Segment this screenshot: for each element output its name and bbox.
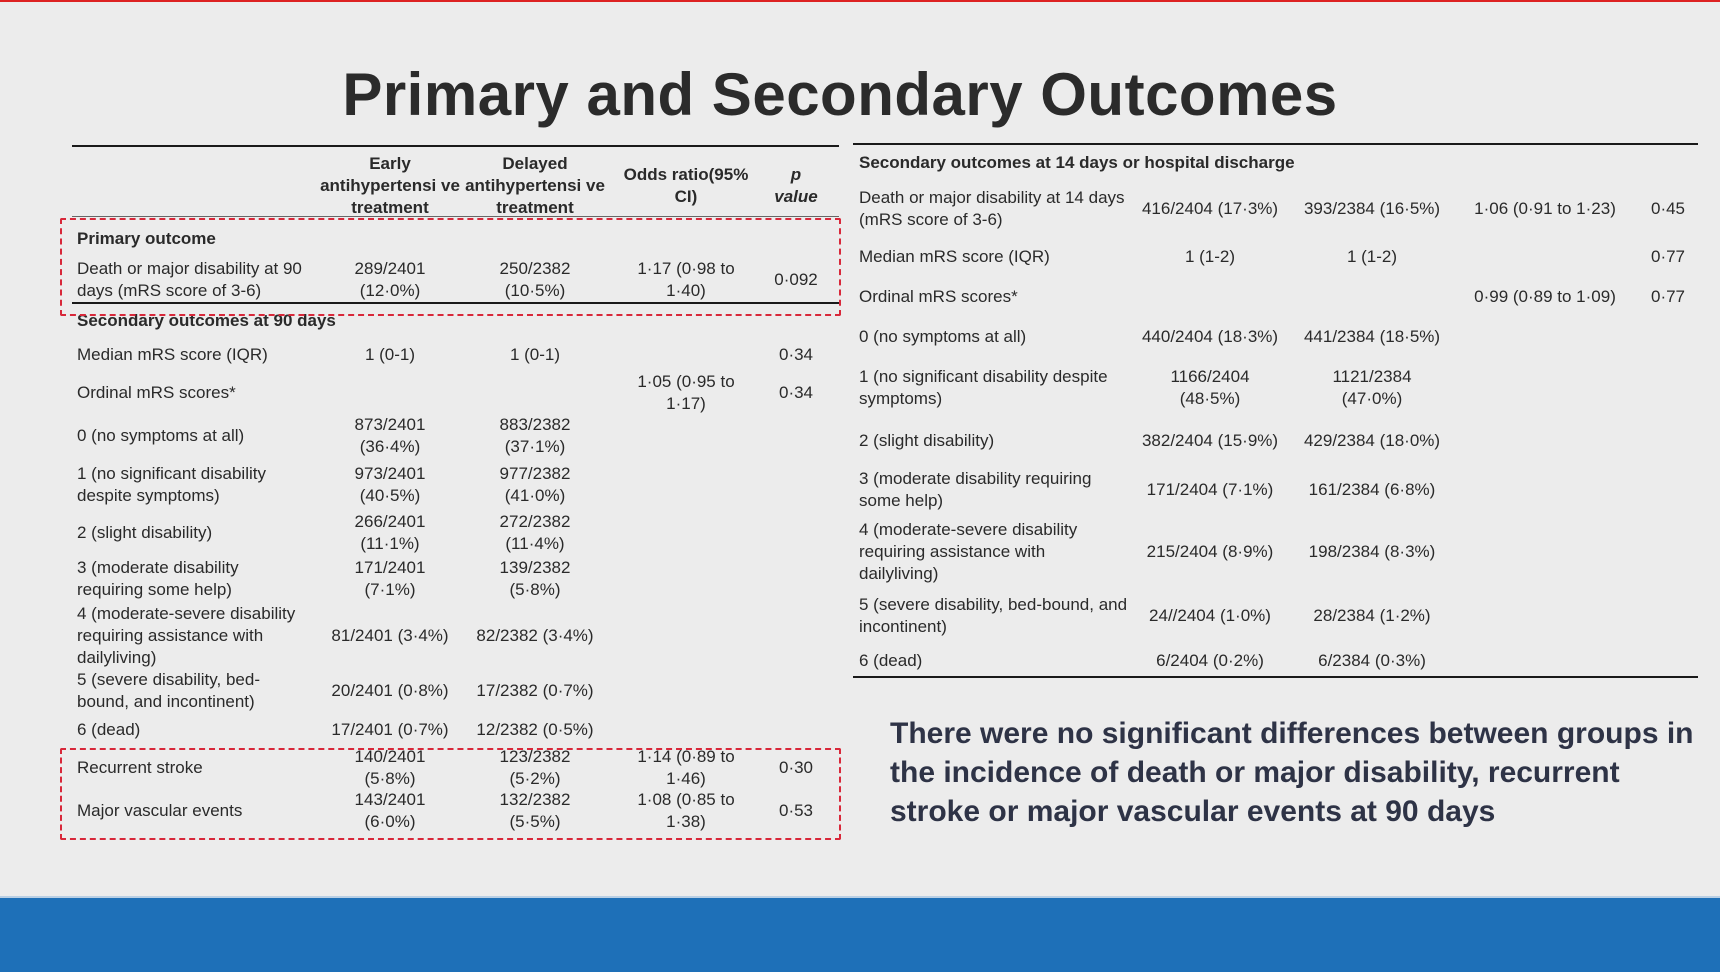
header-odds-ratio: Odds ratio(95% CI) [623,165,749,206]
header-early: Early antihypertensi ve treatment [320,154,460,217]
left-table-top-rule [72,145,839,147]
footer-bar [0,898,1720,972]
primary-outcome-highlight [60,218,841,316]
top-rule [0,0,1720,2]
primary-bottom-rule [72,302,839,304]
primary-outcome-heading: Primary outcome [77,229,216,248]
stroke-vascular-highlight [60,748,841,840]
right-table-bottom-rule [853,676,1698,678]
header-p-value: p value [774,165,818,206]
header-delayed: Delayed antihypertensi ve treatment [465,154,605,217]
summary-note: There were no significant differences be… [890,717,1694,828]
right-table-top-rule [853,143,1698,145]
header-divider [72,216,839,217]
slide-title: Primary and Secondary Outcomes [342,61,1338,128]
secondary-14-heading: Secondary outcomes at 14 days or hospita… [859,153,1295,172]
footer-divider [0,896,1720,898]
